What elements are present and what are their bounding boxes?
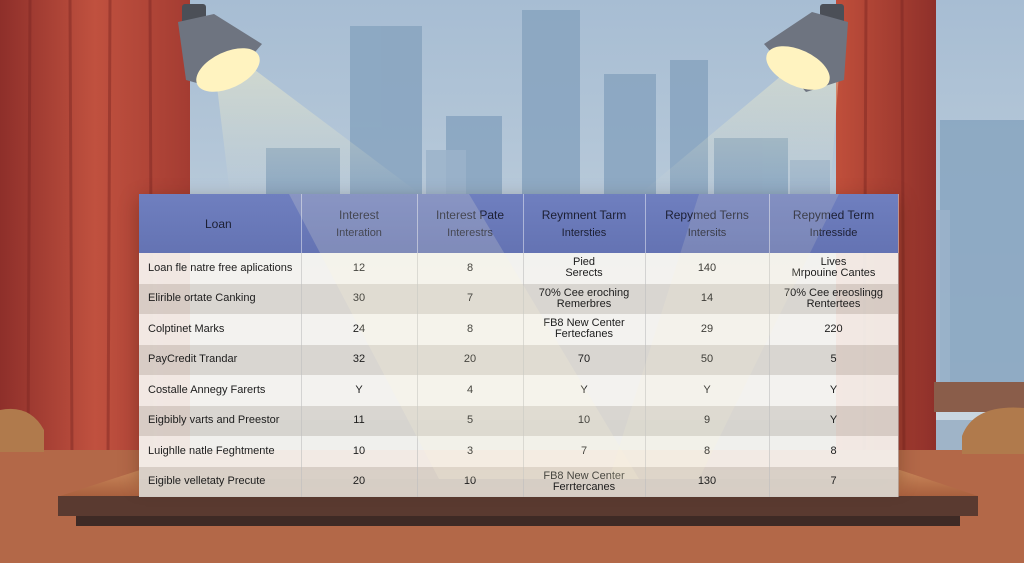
table-cell: 70% Cee eroching Remerbres: [523, 283, 646, 314]
table-cell: 8: [645, 436, 770, 467]
column-header-reymnent-tarm: Reymnent Tarm Intersties: [523, 194, 646, 253]
table-cell: 30: [301, 283, 418, 314]
column-header-interest-pate: Interest Pate Interestrs: [417, 194, 524, 253]
table-cell: 9: [645, 405, 770, 436]
table-row: Costalle Annegy Farerts Y 4 Y Y Y: [139, 375, 899, 406]
table-cell: 29: [645, 314, 770, 345]
table-row: Loan fle natre free aplications 12 8 Pied Se…: [139, 253, 899, 284]
table-row: Luighlle natle Feghtmente 10 3 7 8 8: [139, 436, 899, 467]
table-cell: 24: [301, 314, 418, 345]
table-cell: 7: [523, 436, 646, 467]
spotlight-right-icon: [764, 4, 848, 92]
table-cell: 7: [417, 283, 524, 314]
row-label-cell: Eigbibly varts and Preestor: [139, 405, 302, 436]
table-row: Colptinet Marks 24 8 FB8 New Center Fertecfa…: [139, 314, 899, 345]
table-cell: 10: [523, 405, 646, 436]
table-row: Elirible ortate Canking 30 7 70% Cee erochi…: [139, 283, 899, 314]
row-label-cell: Luighlle natle Feghtmente: [139, 436, 302, 467]
table-cell: 14: [645, 283, 770, 314]
table-cell: 3: [417, 436, 524, 467]
loan-comparison-table: Loan Interest Interation Interest Pate Int…: [139, 194, 899, 497]
spotlight-left-icon: [178, 4, 262, 92]
table-header-row: Loan Interest Interation Interest Pate Int…: [139, 194, 899, 253]
table-row: Eigbibly varts and Preestor 11 5 10 9 Y: [139, 405, 899, 436]
table-cell: Pied Serects: [523, 253, 646, 284]
table-cell: Y: [769, 375, 899, 406]
table-cell: 8: [417, 253, 524, 284]
table-cell: Y: [645, 375, 770, 406]
row-label-cell: Costalle Annegy Farerts: [139, 375, 302, 406]
table-cell: 70% Cee ereoslingg Rentertees: [769, 283, 899, 314]
table-cell: 4: [417, 375, 524, 406]
table-cell: 10: [301, 436, 418, 467]
table-cell: 7: [769, 466, 899, 497]
table-cell: Lives Mrpouine Cantes: [769, 253, 899, 284]
column-header-repymed-terns: Repymed Terns Intersits: [645, 194, 770, 253]
row-label-cell: Elirible ortate Canking: [139, 283, 302, 314]
table-cell: 32: [301, 344, 418, 375]
row-label-cell: Colptinet Marks: [139, 314, 302, 345]
table-cell: 140: [645, 253, 770, 284]
table-cell: 5: [417, 405, 524, 436]
table-cell: 10: [417, 466, 524, 497]
table-cell: Y: [301, 375, 418, 406]
column-header-interest: Interest Interation: [301, 194, 418, 253]
table-body: Loan fle natre free aplications 12 8 Pied Se…: [139, 253, 899, 497]
table-cell: Y: [523, 375, 646, 406]
table-cell: 130: [645, 466, 770, 497]
table-cell: 70: [523, 344, 646, 375]
loan-table-panel: Loan Interest Interation Interest Pate Int…: [139, 194, 899, 497]
table-cell: 11: [301, 405, 418, 436]
table-cell: 8: [417, 314, 524, 345]
column-header-repymed-term: Repymed Term Intresside: [769, 194, 899, 253]
table-row: Eigible velletaty Precute 20 10 FB8 New Cen…: [139, 466, 899, 497]
row-label-cell: Loan fle natre free aplications: [139, 253, 302, 284]
table-cell: 20: [417, 344, 524, 375]
table-cell: 12: [301, 253, 418, 284]
table-cell: 220: [769, 314, 899, 345]
table-cell: 8: [769, 436, 899, 467]
table-cell: FB8 New Center Ferrtercanes: [523, 466, 646, 497]
table-cell: Y: [769, 405, 899, 436]
table-cell: FB8 New Center Fertecfanes: [523, 314, 646, 345]
table-cell: 5: [769, 344, 899, 375]
row-label-cell: PayCredit Trandar: [139, 344, 302, 375]
column-header-loan: Loan: [139, 194, 302, 253]
table-cell: 20: [301, 466, 418, 497]
table-cell: 50: [645, 344, 770, 375]
row-label-cell: Eigible velletaty Precute: [139, 466, 302, 497]
table-row: PayCredit Trandar 32 20 70 50 5: [139, 344, 899, 375]
